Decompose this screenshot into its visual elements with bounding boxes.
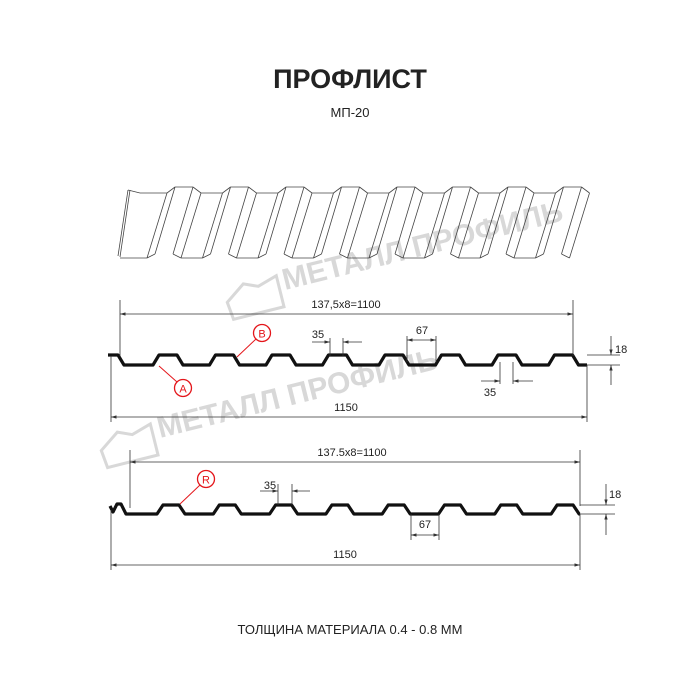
sheet-edge-line — [543, 186, 564, 255]
page-title: ПРОФЛИСТ — [273, 64, 427, 94]
sheet-edge-line — [166, 186, 176, 194]
callout-a: A — [179, 384, 187, 396]
sheet-edge-line — [368, 192, 390, 259]
pitch-dimension: 137,5x8=1100 — [311, 299, 380, 311]
sheet-edge-line — [368, 253, 378, 259]
sheet-edge-line — [561, 186, 582, 255]
callout-r: R — [202, 475, 210, 487]
sheet-edge-line — [127, 189, 141, 194]
sheet-edge-line — [505, 186, 527, 255]
rib-top-dimension: 35 — [312, 329, 324, 341]
sheet-edge-line — [117, 189, 129, 257]
sheet-edge-line — [444, 186, 453, 194]
callout-a-circle — [173, 378, 193, 398]
width-dimension: 1150 — [334, 402, 358, 414]
sheet-edge-line — [313, 253, 322, 259]
sheet-edge-line — [283, 186, 305, 255]
rib-top-dimension: 35 — [264, 480, 276, 492]
profile-2-outline — [108, 502, 581, 516]
sheet-edge-line — [470, 186, 479, 194]
sheet-edge-line — [303, 186, 313, 194]
sheet-edge-line — [432, 186, 453, 255]
sheet-edge-line — [569, 192, 590, 259]
sheet-edge-line — [283, 253, 293, 259]
sheet-edge-line — [402, 192, 424, 259]
sheet-edge-line — [513, 192, 535, 259]
sheet-edge-line — [561, 253, 570, 259]
sheet-edge-line — [424, 253, 433, 259]
sheet-edge-line — [339, 186, 360, 255]
height-dimension: 18 — [615, 344, 627, 356]
sheet-edge-line — [333, 186, 342, 194]
sheet-edge-line — [257, 253, 267, 259]
profile-1-outline — [108, 353, 587, 367]
sheet-edge-line — [450, 186, 471, 255]
watermark-1: МЕТАЛЛ ПРОФИЛЬ — [225, 195, 567, 322]
sheet-edge-line — [119, 189, 131, 258]
sheet-edge-line — [394, 253, 404, 259]
sheet-3d-view — [117, 186, 590, 259]
sheet-edge-line — [192, 186, 202, 194]
sheet-edge-line — [525, 186, 535, 194]
sheet-edge-line — [535, 253, 544, 259]
sheet-edge-line — [202, 253, 211, 259]
sheet-edge-line — [359, 186, 368, 194]
sheet-edge-line — [222, 186, 231, 194]
material-thickness: ТОЛЩИНА МАТЕРИАЛА 0.4 - 0.8 ММ — [238, 622, 463, 637]
profile-2: 137.5x8=1100 1150 35 67 18 R — [108, 447, 621, 570]
sheet-edge-line — [505, 253, 515, 259]
callout-b: B — [258, 329, 265, 341]
height-dimension: 18 — [609, 489, 621, 501]
sheet-edge-line — [321, 186, 342, 255]
sheet-edge-line — [180, 192, 202, 259]
sheet-edge-line — [228, 253, 237, 259]
sheet-edge-line — [248, 186, 257, 194]
callout-b-circle — [252, 323, 272, 343]
sheet-edge-line — [581, 186, 590, 194]
page-subtitle: МП-20 — [331, 105, 370, 120]
sheet-edge-line — [172, 253, 182, 259]
sheet-edge-line — [487, 186, 509, 255]
sheet-edge-line — [228, 186, 249, 255]
sheet-edge-line — [154, 186, 176, 255]
sheet-edge-line — [450, 253, 459, 259]
pitch-dimension: 137.5x8=1100 — [317, 447, 386, 459]
sheet-edge-line — [479, 253, 489, 259]
sheet-edge-line — [414, 186, 424, 194]
sheet-edge-line — [555, 186, 564, 194]
watermark-text: МЕТАЛЛ ПРОФИЛЬ — [154, 343, 442, 445]
sheet-edge-line — [236, 192, 257, 259]
sheet-edge-line — [146, 192, 168, 259]
sheet-edge-line — [499, 186, 509, 194]
valley-dimension: 67 — [419, 519, 431, 531]
sheet-edge-line — [265, 186, 287, 255]
sheet-edge-line — [146, 253, 156, 259]
valley-dimension: 67 — [416, 325, 428, 337]
watermark-text: МЕТАЛЛ ПРОФИЛЬ — [279, 195, 567, 297]
sheet-edge-line — [424, 192, 445, 259]
sheet-edge-line — [277, 186, 287, 194]
sheet-edge-line — [376, 186, 398, 255]
sheet-edge-line — [339, 253, 348, 259]
sheet-edge-line — [172, 186, 194, 255]
sheet-edge-line — [394, 186, 416, 255]
sheet-edge-line — [479, 192, 501, 259]
sheet-edge-line — [535, 192, 556, 259]
sheet-edge-line — [313, 192, 334, 259]
sheet-edge-line — [347, 192, 368, 259]
sheet-edge-line — [388, 186, 398, 194]
width-dimension: 1150 — [333, 549, 357, 561]
callout-r-circle — [196, 469, 216, 489]
sheet-edge-line — [291, 192, 313, 259]
sheet-edge-line — [202, 192, 223, 259]
profile-1: 137,5x8=1100 1150 35 67 35 18 B A — [108, 299, 627, 422]
rib-bottom-dimension: 35 — [484, 387, 496, 399]
watermark-logo-icon — [99, 421, 160, 470]
sheet-edge-line — [257, 192, 279, 259]
watermark-logo-icon — [225, 273, 286, 322]
sheet-edge-line — [210, 186, 231, 255]
sheet-edge-line — [458, 192, 479, 259]
